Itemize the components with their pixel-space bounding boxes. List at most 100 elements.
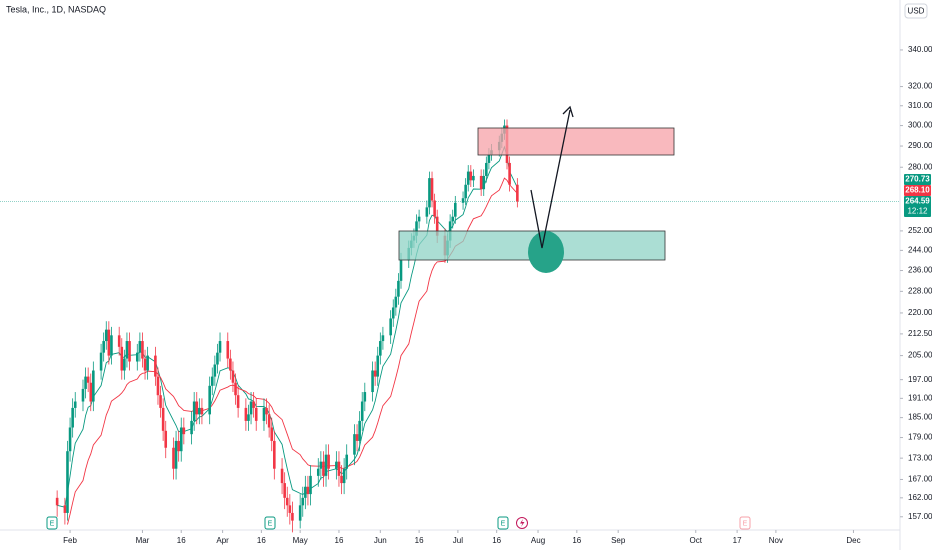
drawings bbox=[398, 105, 675, 273]
candle-body bbox=[371, 370, 374, 393]
y-tick-label: 300.00 bbox=[908, 121, 932, 130]
y-tick-label: 340.00 bbox=[908, 45, 932, 54]
candle-body bbox=[55, 497, 59, 506]
candle-body bbox=[335, 461, 338, 469]
candle-body bbox=[337, 461, 341, 476]
candle-body bbox=[454, 202, 457, 217]
projection-arrow[interactable] bbox=[530, 109, 571, 249]
candle-body bbox=[285, 497, 289, 506]
y-tick-label: 310.00 bbox=[908, 101, 932, 110]
candle-body bbox=[283, 483, 286, 498]
currency-box[interactable] bbox=[904, 3, 928, 19]
y-tick-label: 179.00 bbox=[908, 433, 932, 442]
candle-body bbox=[141, 341, 144, 359]
chart-title: Tesla, Inc., 1D, NASDAQ bbox=[6, 4, 106, 14]
candle-body bbox=[461, 198, 465, 203]
candle-body bbox=[394, 296, 398, 308]
x-tick-label: 16 bbox=[415, 536, 424, 545]
y-tick-label: 244.00 bbox=[908, 245, 932, 254]
candle-body bbox=[252, 401, 255, 408]
candle-body bbox=[355, 434, 359, 441]
candle-body bbox=[244, 407, 248, 421]
event-marker[interactable] bbox=[497, 516, 509, 530]
x-tick-label: Jul bbox=[453, 536, 463, 545]
candle-body bbox=[174, 440, 178, 469]
event-label[interactable]: E bbox=[743, 520, 748, 527]
event-label[interactable]: E bbox=[268, 520, 273, 527]
candle-body bbox=[192, 401, 196, 421]
candle-body bbox=[298, 505, 302, 521]
candle-body bbox=[229, 358, 232, 371]
candle-body bbox=[288, 505, 292, 513]
event-label[interactable]: E bbox=[50, 520, 55, 527]
y-tick-label: 236.00 bbox=[908, 266, 932, 275]
candle-body bbox=[340, 475, 343, 484]
currency-label[interactable]: USD bbox=[908, 7, 925, 16]
candle-body bbox=[231, 370, 235, 383]
candle-body bbox=[482, 175, 486, 190]
candle-body bbox=[190, 420, 193, 435]
candle-body bbox=[363, 392, 367, 402]
candle-body bbox=[379, 341, 382, 356]
x-tick-label: Oct bbox=[690, 536, 703, 545]
candle-body bbox=[417, 216, 421, 222]
event-marker[interactable] bbox=[264, 516, 276, 530]
price-tag bbox=[904, 173, 931, 185]
y-tick-label: 162.00 bbox=[908, 493, 932, 502]
candle-body bbox=[345, 454, 349, 469]
x-tick-label: 16 bbox=[177, 536, 186, 545]
candle-body bbox=[92, 370, 95, 402]
candle-body bbox=[466, 171, 470, 185]
x-tick-label: Apr bbox=[216, 536, 229, 545]
candle-body bbox=[120, 346, 124, 371]
candle-body bbox=[66, 451, 69, 513]
candle-body bbox=[291, 512, 294, 521]
candle-body bbox=[200, 407, 204, 415]
candle-body bbox=[102, 341, 105, 353]
event-marker[interactable] bbox=[46, 516, 58, 530]
candle-body bbox=[213, 364, 217, 377]
y-tick-label: 280.00 bbox=[908, 162, 932, 171]
x-tick-label: 16 bbox=[257, 536, 266, 545]
candle-body bbox=[247, 414, 250, 421]
candle-body bbox=[358, 420, 361, 441]
candle-body bbox=[218, 341, 222, 353]
event-label[interactable]: E bbox=[501, 520, 506, 527]
candle-body bbox=[397, 280, 400, 297]
event-marker[interactable] bbox=[739, 516, 751, 530]
candle-body bbox=[479, 175, 483, 190]
candle-body bbox=[324, 454, 328, 476]
candle-body bbox=[353, 434, 356, 455]
candle-body bbox=[117, 335, 121, 347]
x-tick-label: May bbox=[293, 536, 308, 545]
candle-body bbox=[280, 468, 284, 484]
candle-body bbox=[433, 200, 436, 217]
candle-body bbox=[210, 376, 214, 386]
y-tick-label: 252.00 bbox=[908, 226, 932, 235]
price-tag-label: 264.59 bbox=[905, 197, 930, 206]
target-ellipse[interactable] bbox=[528, 231, 564, 273]
y-tick-label: 185.00 bbox=[908, 413, 932, 422]
moving-average-line bbox=[67, 177, 518, 525]
candle-body bbox=[464, 184, 467, 199]
y-tick-label: 220.00 bbox=[908, 308, 932, 317]
x-tick-label: Feb bbox=[63, 536, 77, 545]
y-tick-label: 228.00 bbox=[908, 286, 932, 295]
resistance-zone[interactable] bbox=[477, 127, 675, 156]
candle-body bbox=[216, 352, 219, 365]
candle-body bbox=[234, 382, 237, 396]
candle-body bbox=[469, 171, 473, 181]
candle-body bbox=[415, 221, 418, 236]
candle-body bbox=[86, 376, 90, 383]
x-tick-label: 16 bbox=[572, 536, 581, 545]
candle-body bbox=[138, 341, 142, 353]
y-tick-label: 191.00 bbox=[908, 393, 932, 402]
candle-body bbox=[208, 385, 211, 415]
candle-body bbox=[81, 388, 85, 402]
candle-body bbox=[373, 370, 377, 377]
candle-body bbox=[319, 461, 323, 469]
y-tick-label: 197.00 bbox=[908, 375, 932, 384]
candle-body bbox=[262, 407, 266, 421]
